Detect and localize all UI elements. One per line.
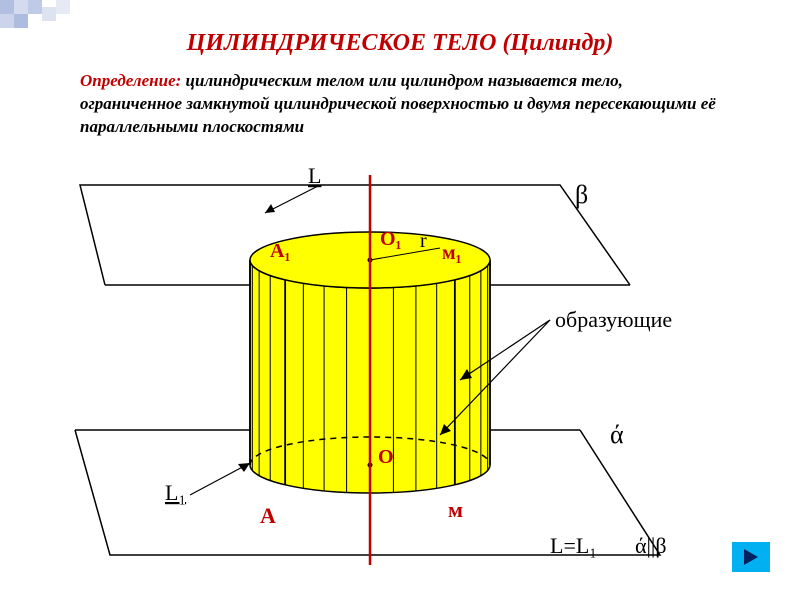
- label-eq-planes: ά||β: [635, 533, 667, 558]
- label-alpha: ά: [610, 420, 624, 449]
- definition-label: Определение:: [80, 71, 181, 90]
- label-L1: L₁: [165, 480, 186, 505]
- label-generators: образующие: [555, 307, 672, 332]
- label-O: О: [378, 446, 394, 468]
- slide-corner-decoration: [0, 0, 90, 30]
- cylinder-diagram: L β образующие ά L₁ L=L₁ ά||β О₁ r А₁ м₁…: [70, 155, 730, 585]
- label-M1: м₁: [442, 242, 462, 264]
- label-eq-L: L=L₁: [550, 533, 597, 558]
- label-r: r: [420, 230, 427, 252]
- definition-text: Определение: цилиндрическим телом или ци…: [80, 70, 720, 139]
- page-title: ЦИЛИНДРИЧЕСКОЕ ТЕЛО (Цилиндр): [0, 30, 800, 57]
- label-M: м: [448, 497, 463, 522]
- arrow-L1: [190, 463, 250, 495]
- label-L: L: [308, 163, 321, 188]
- label-A1: А₁: [270, 240, 290, 262]
- label-beta: β: [575, 180, 588, 209]
- label-O1: О₁: [380, 228, 402, 250]
- play-icon: [741, 547, 761, 567]
- next-slide-button[interactable]: [732, 542, 770, 572]
- arrow-L-top: [265, 185, 320, 213]
- label-A: А: [260, 503, 276, 528]
